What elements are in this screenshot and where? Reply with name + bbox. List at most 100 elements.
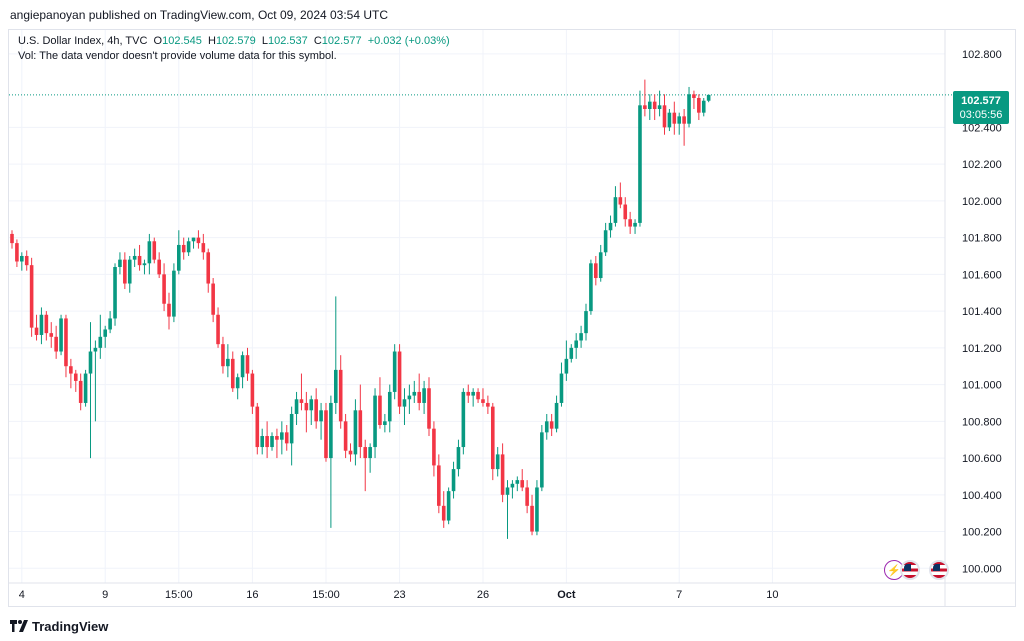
candle-down (697, 97, 701, 113)
candle-down (230, 358, 235, 389)
candle-down (417, 391, 421, 403)
close-value: 102.577 (321, 35, 362, 47)
candle-up (471, 391, 475, 396)
publish-info: angiepanoyan published on TradingView.co… (10, 8, 389, 22)
candle-down (343, 421, 348, 451)
candle-up (88, 351, 93, 374)
candle-up (240, 355, 245, 378)
candle-up (260, 436, 265, 448)
candle-up (108, 318, 112, 330)
candle-down (162, 274, 166, 304)
candle-up (657, 105, 662, 109)
candle-up (191, 237, 196, 242)
tradingview-logo[interactable]: TradingView (10, 619, 108, 634)
candle-down (152, 241, 157, 260)
candle-up (407, 395, 412, 400)
candle-up (564, 358, 569, 374)
candle-down (255, 406, 260, 448)
x-tick-label: 7 (676, 589, 682, 601)
candle-down (441, 505, 446, 521)
candle-down (437, 465, 441, 506)
candle-up (392, 351, 397, 392)
volume-note: Vol: The data vendor doesn't provide vol… (18, 50, 337, 62)
candle-up (118, 259, 122, 267)
candle-up (569, 347, 574, 359)
candle-up (368, 447, 372, 459)
candle-up (39, 314, 44, 335)
x-tick-label: 15:00 (165, 589, 193, 601)
candle-down (618, 197, 623, 205)
candle-up (515, 480, 520, 484)
y-tick-label: 100.400 (962, 490, 1002, 502)
last-price-value: 102.577 (961, 95, 1001, 107)
y-tick-label: 102.200 (962, 159, 1002, 171)
candle-down (265, 436, 269, 448)
candle-down (54, 336, 58, 352)
low-value: 102.537 (267, 35, 308, 47)
candle-down (196, 237, 201, 244)
candle-down (643, 105, 647, 109)
candle-down (34, 327, 39, 335)
x-tick-label: 10 (766, 589, 778, 601)
candle-up (701, 100, 706, 113)
y-tick-label: 101.800 (962, 233, 1002, 245)
candle-down (245, 355, 250, 374)
candle-up (667, 112, 672, 128)
candle-down (299, 399, 304, 403)
lightning-icon[interactable]: ⚡ (884, 560, 904, 580)
high-value: 102.579 (215, 35, 256, 47)
candle-up (20, 255, 24, 262)
candle-down (432, 428, 436, 466)
candle-up (235, 377, 240, 389)
y-tick-label: 100.200 (962, 527, 1002, 539)
x-tick-label: 23 (393, 589, 405, 601)
candle-down (549, 421, 554, 429)
candle-down (157, 259, 161, 275)
candle-up (177, 244, 181, 271)
candle-up (451, 469, 456, 492)
us-flag-icon[interactable] (900, 560, 920, 580)
y-tick-label: 102.000 (962, 196, 1002, 208)
candle-down (397, 351, 402, 407)
candle-down (49, 333, 54, 337)
candle-up (574, 340, 578, 348)
candle-up (603, 230, 608, 253)
candle-down (64, 318, 68, 367)
candle-down (275, 436, 279, 440)
y-tick-label: 102.400 (962, 122, 1002, 134)
x-tick-label: Oct (557, 589, 576, 601)
candle-down (10, 233, 14, 244)
candle-down (427, 388, 431, 429)
tradingview-logo-icon (10, 620, 28, 632)
candle-up (608, 222, 613, 231)
candle-up (373, 395, 377, 448)
us-flag-icon[interactable] (929, 560, 949, 580)
candle-down (167, 303, 171, 317)
candle-down (338, 369, 343, 422)
candle-up (333, 369, 338, 403)
y-tick-label: 101.400 (962, 306, 1002, 318)
candle-up (510, 483, 515, 488)
chart-frame (8, 29, 1016, 607)
candle-up (353, 410, 358, 455)
candle-down (628, 219, 632, 227)
close-label: C (313, 35, 322, 47)
candle-down (250, 373, 255, 407)
candle-down (530, 505, 534, 532)
candle-down (221, 344, 225, 367)
symbol-name[interactable]: U.S. Dollar Index, 4h, TVC (18, 35, 148, 47)
candle-down (363, 447, 368, 459)
candle-up (544, 421, 549, 433)
candle-down (304, 402, 309, 411)
candle-down (24, 255, 29, 266)
candle-up (589, 263, 593, 312)
candle-down (682, 116, 686, 124)
candle-down (15, 243, 19, 262)
y-tick-label: 102.800 (962, 49, 1002, 61)
candle-up (687, 94, 691, 124)
candle-down (692, 94, 696, 98)
last-price-label: 102.577 03:05:56 (953, 91, 1009, 124)
candle-up (59, 318, 63, 352)
y-tick-label: 101.000 (962, 380, 1002, 392)
